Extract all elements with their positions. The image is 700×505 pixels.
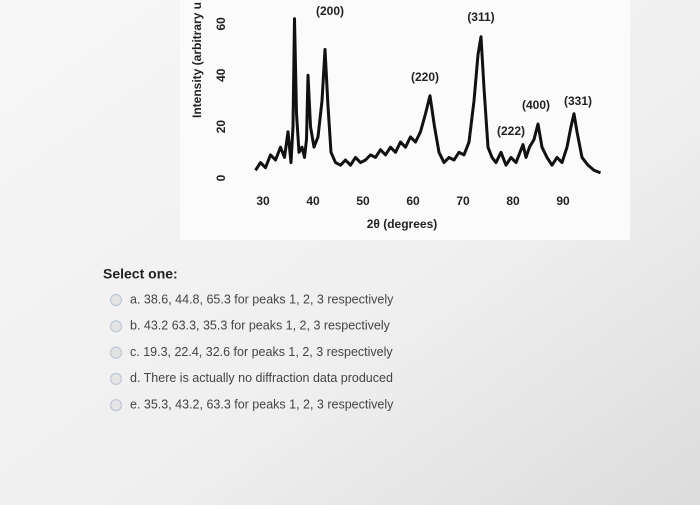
x-tick-label: 30: [256, 194, 270, 208]
x-tick-label: 40: [306, 194, 320, 208]
radio-button[interactable]: [109, 293, 123, 307]
radio-button[interactable]: [109, 372, 123, 385]
option-text[interactable]: b. 43.2 63.3, 35.3 for peaks 1, 2, 3 res…: [130, 319, 391, 333]
radio-button[interactable]: [109, 320, 123, 333]
chart-panel: [180, 0, 630, 240]
peak-label: (220): [411, 70, 439, 84]
x-tick-label: 60: [406, 194, 420, 208]
y-tick-label: 0: [214, 174, 228, 181]
x-tick-label: 80: [506, 194, 520, 208]
x-tick-label: 50: [356, 194, 370, 208]
option-text[interactable]: a. 38.6, 44.8, 65.3 for peaks 1, 2, 3 re…: [130, 292, 394, 306]
radio-button[interactable]: [109, 346, 123, 359]
option-text[interactable]: c. 19.3, 22.4, 32.6 for peaks 1, 2, 3 re…: [130, 345, 393, 359]
y-tick-label: 60: [214, 17, 228, 31]
y-tick-label: 20: [214, 120, 228, 134]
peak-label: (311): [467, 10, 494, 24]
xrd-pattern: [254, 17, 602, 175]
y-tick-label: 40: [214, 68, 228, 82]
option-text[interactable]: e. 35.3, 43.2, 63.3 for peaks 1, 2, 3 re…: [130, 397, 394, 411]
x-tick-label: 70: [456, 194, 470, 208]
option-text[interactable]: d. There is actually no diffraction data…: [130, 371, 393, 385]
x-axis-label: 2θ (degrees): [367, 217, 438, 231]
question-prompt: Select one:: [103, 266, 178, 282]
peak-label: (331): [564, 94, 592, 108]
peak-label: (400): [522, 98, 550, 112]
radio-button[interactable]: [109, 399, 123, 412]
x-tick-label: 90: [556, 194, 570, 208]
peak-label: (222): [497, 124, 525, 138]
peak-label: (200): [316, 4, 344, 18]
y-axis-label: Intensity (arbitrary u: [190, 2, 204, 118]
